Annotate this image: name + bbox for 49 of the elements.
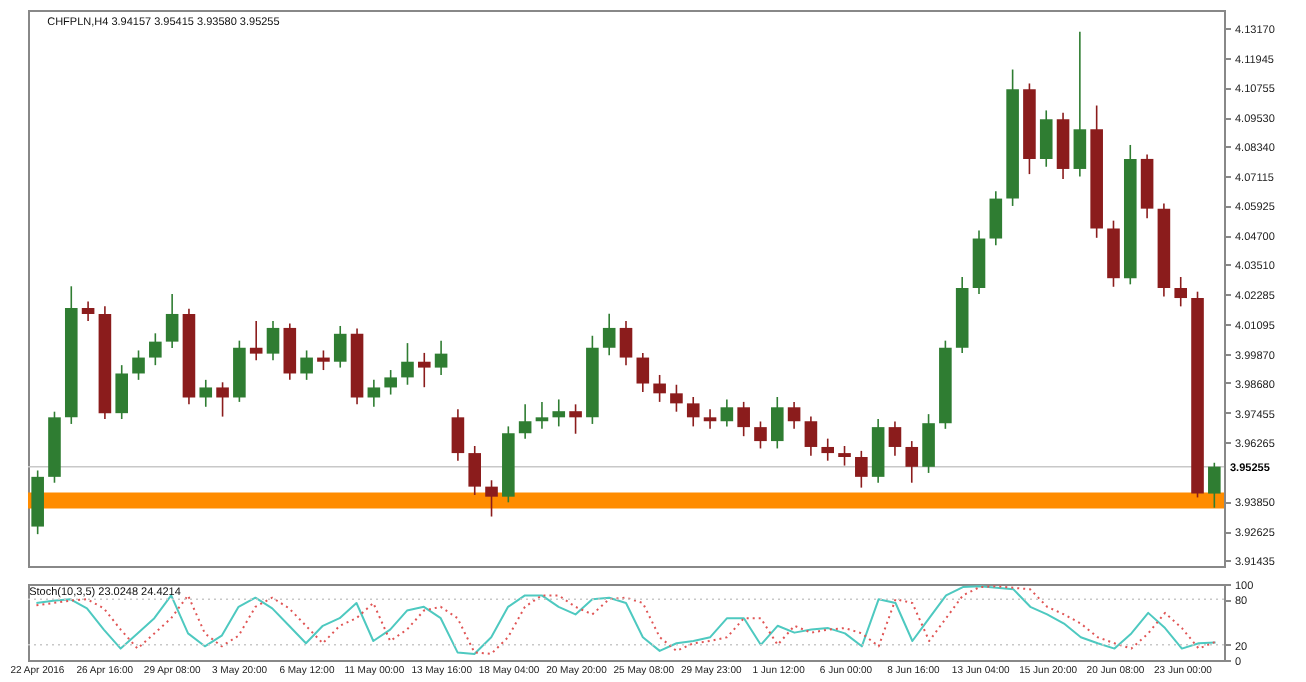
candlestick bbox=[518, 403, 532, 440]
candlestick bbox=[249, 320, 263, 362]
candlestick bbox=[1039, 109, 1053, 168]
candlestick bbox=[132, 349, 145, 381]
candlestick bbox=[165, 293, 179, 349]
candlestick bbox=[787, 401, 801, 430]
candlestick bbox=[821, 437, 835, 462]
candlestick bbox=[552, 398, 566, 428]
candlestick bbox=[266, 320, 280, 362]
candlestick bbox=[468, 445, 482, 496]
candlestick bbox=[283, 322, 297, 381]
candlestick bbox=[1174, 276, 1188, 308]
candlestick bbox=[804, 415, 818, 457]
candlestick bbox=[216, 381, 229, 418]
candlestick bbox=[367, 379, 381, 408]
candlestick bbox=[619, 320, 633, 366]
candlestick bbox=[149, 332, 162, 366]
candlestick bbox=[720, 398, 734, 428]
candlestick bbox=[989, 190, 1003, 246]
candlestick bbox=[317, 349, 330, 371]
candlestick bbox=[300, 349, 313, 381]
candlestick bbox=[569, 403, 582, 435]
candlestick bbox=[1073, 31, 1087, 178]
candlestick bbox=[670, 383, 683, 413]
candlestick bbox=[333, 325, 347, 369]
candlestick bbox=[922, 413, 935, 474]
candlestick bbox=[485, 479, 498, 518]
candlestick bbox=[905, 440, 919, 484]
candlestick bbox=[838, 445, 851, 467]
candlestick bbox=[686, 396, 700, 428]
candlestick bbox=[384, 369, 397, 396]
candlestick bbox=[417, 352, 431, 388]
candlestick bbox=[737, 401, 750, 437]
candlestick bbox=[754, 420, 767, 450]
candlestick bbox=[770, 396, 784, 450]
candlestick bbox=[1208, 461, 1221, 509]
candlestick bbox=[636, 352, 650, 393]
candlestick bbox=[115, 364, 129, 420]
candlestick bbox=[888, 420, 902, 457]
candlestick bbox=[434, 339, 448, 376]
candlestick bbox=[653, 374, 666, 403]
candlestick bbox=[81, 300, 95, 322]
candlestick bbox=[855, 450, 868, 489]
candlestick bbox=[401, 342, 414, 386]
candlestick bbox=[451, 408, 465, 462]
candlestick bbox=[199, 379, 213, 408]
candlestick bbox=[535, 401, 549, 430]
candlestick bbox=[602, 312, 616, 357]
candlestick bbox=[703, 408, 717, 430]
